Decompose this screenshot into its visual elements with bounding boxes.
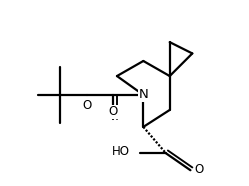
Text: O: O xyxy=(194,163,203,176)
Text: N: N xyxy=(138,88,148,101)
Text: O: O xyxy=(82,99,91,112)
Text: O: O xyxy=(109,105,118,118)
Text: HO: HO xyxy=(112,145,130,158)
